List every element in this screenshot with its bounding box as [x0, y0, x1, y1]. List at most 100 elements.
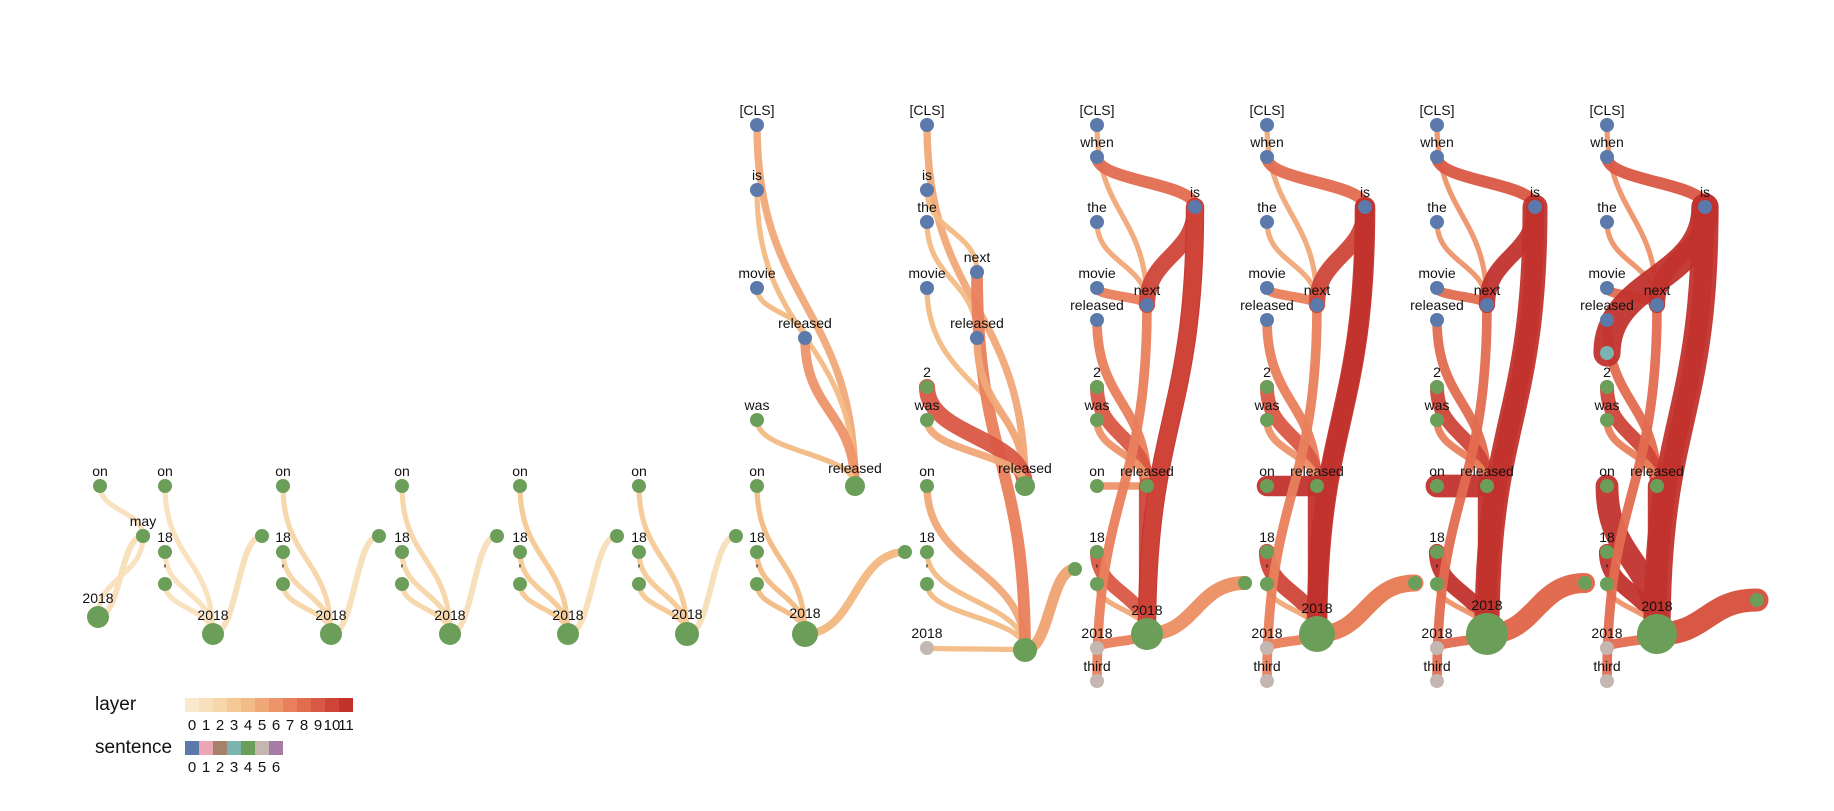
token-node[interactable]	[1310, 298, 1324, 312]
may-node[interactable]	[490, 529, 504, 543]
token-node[interactable]	[920, 380, 934, 394]
token-node[interactable]	[1140, 479, 1154, 493]
token-node[interactable]	[1430, 150, 1444, 164]
token-node[interactable]	[1090, 545, 1104, 559]
token-node[interactable]	[1260, 641, 1274, 655]
token-node[interactable]	[750, 545, 764, 559]
token-node[interactable]	[1430, 674, 1444, 688]
token-node[interactable]	[395, 577, 409, 591]
token-node[interactable]	[1260, 150, 1274, 164]
token-node[interactable]	[1430, 215, 1444, 229]
may-node[interactable]	[136, 529, 150, 543]
token-node[interactable]	[750, 479, 764, 493]
may-node[interactable]	[1408, 576, 1422, 590]
token-node[interactable]	[1480, 479, 1494, 493]
may-node[interactable]	[1750, 593, 1764, 607]
token-node[interactable]	[395, 479, 409, 493]
token-node[interactable]	[1430, 281, 1444, 295]
token-node[interactable]	[632, 577, 646, 591]
token-node[interactable]	[792, 621, 818, 647]
token-node[interactable]	[158, 479, 172, 493]
token-node[interactable]	[158, 577, 172, 591]
token-node[interactable]	[675, 622, 699, 646]
token-node[interactable]	[1131, 618, 1163, 650]
may-node[interactable]	[1578, 576, 1592, 590]
token-node[interactable]	[750, 281, 764, 295]
token-node[interactable]	[1090, 150, 1104, 164]
token-node[interactable]	[1090, 118, 1104, 132]
token-node[interactable]	[1090, 215, 1104, 229]
token-node[interactable]	[1260, 674, 1274, 688]
token-node[interactable]	[1090, 281, 1104, 295]
token-node[interactable]	[1600, 641, 1614, 655]
token-node[interactable]	[1260, 545, 1274, 559]
token-node[interactable]	[1528, 200, 1542, 214]
token-node[interactable]	[970, 265, 984, 279]
token-node[interactable]	[845, 476, 865, 496]
token-node[interactable]	[920, 215, 934, 229]
may-node[interactable]	[1068, 562, 1082, 576]
token-node[interactable]	[1260, 281, 1274, 295]
token-node[interactable]	[395, 545, 409, 559]
token-node[interactable]	[158, 545, 172, 559]
token-node[interactable]	[1090, 380, 1104, 394]
token-node[interactable]	[1600, 215, 1614, 229]
token-node[interactable]	[557, 623, 579, 645]
may-node[interactable]	[610, 529, 624, 543]
may-node[interactable]	[898, 545, 912, 559]
token-node[interactable]	[1430, 413, 1444, 427]
token-node[interactable]	[87, 606, 109, 628]
token-node[interactable]	[1430, 545, 1444, 559]
token-node[interactable]	[920, 545, 934, 559]
token-node[interactable]	[1466, 613, 1508, 655]
token-node[interactable]	[202, 623, 224, 645]
token-node[interactable]	[93, 479, 107, 493]
token-node[interactable]	[970, 331, 984, 345]
token-node[interactable]	[1430, 118, 1444, 132]
token-node[interactable]	[750, 118, 764, 132]
token-node[interactable]	[1600, 380, 1614, 394]
token-node[interactable]	[1188, 200, 1202, 214]
token-node[interactable]	[1600, 479, 1614, 493]
token-node[interactable]	[1600, 346, 1614, 360]
token-node[interactable]	[750, 413, 764, 427]
token-node[interactable]	[798, 331, 812, 345]
token-node[interactable]	[920, 641, 934, 655]
token-node[interactable]	[1090, 641, 1104, 655]
token-node[interactable]	[1430, 380, 1444, 394]
token-node[interactable]	[1090, 479, 1104, 493]
token-node[interactable]	[1015, 476, 1035, 496]
token-node[interactable]	[1299, 616, 1335, 652]
token-node[interactable]	[320, 623, 342, 645]
token-node[interactable]	[1090, 413, 1104, 427]
token-node[interactable]	[750, 183, 764, 197]
token-node[interactable]	[1600, 577, 1614, 591]
token-node[interactable]	[1600, 674, 1614, 688]
token-node[interactable]	[1260, 413, 1274, 427]
may-node[interactable]	[372, 529, 386, 543]
token-node[interactable]	[513, 577, 527, 591]
token-node[interactable]	[1310, 479, 1324, 493]
token-node[interactable]	[1260, 479, 1274, 493]
token-node[interactable]	[1637, 614, 1677, 654]
token-node[interactable]	[513, 479, 527, 493]
token-node[interactable]	[1600, 413, 1614, 427]
token-node[interactable]	[1650, 479, 1664, 493]
token-node[interactable]	[1650, 298, 1664, 312]
token-node[interactable]	[1358, 200, 1372, 214]
token-node[interactable]	[920, 479, 934, 493]
token-node[interactable]	[1600, 313, 1614, 327]
may-node[interactable]	[1238, 576, 1252, 590]
token-node[interactable]	[920, 413, 934, 427]
token-node[interactable]	[439, 623, 461, 645]
token-node[interactable]	[750, 577, 764, 591]
token-node[interactable]	[920, 183, 934, 197]
token-node[interactable]	[632, 545, 646, 559]
token-node[interactable]	[1600, 150, 1614, 164]
token-node[interactable]	[920, 577, 934, 591]
token-node[interactable]	[1430, 577, 1444, 591]
token-node[interactable]	[276, 479, 290, 493]
token-node[interactable]	[1430, 641, 1444, 655]
token-node[interactable]	[920, 281, 934, 295]
token-node[interactable]	[1090, 674, 1104, 688]
